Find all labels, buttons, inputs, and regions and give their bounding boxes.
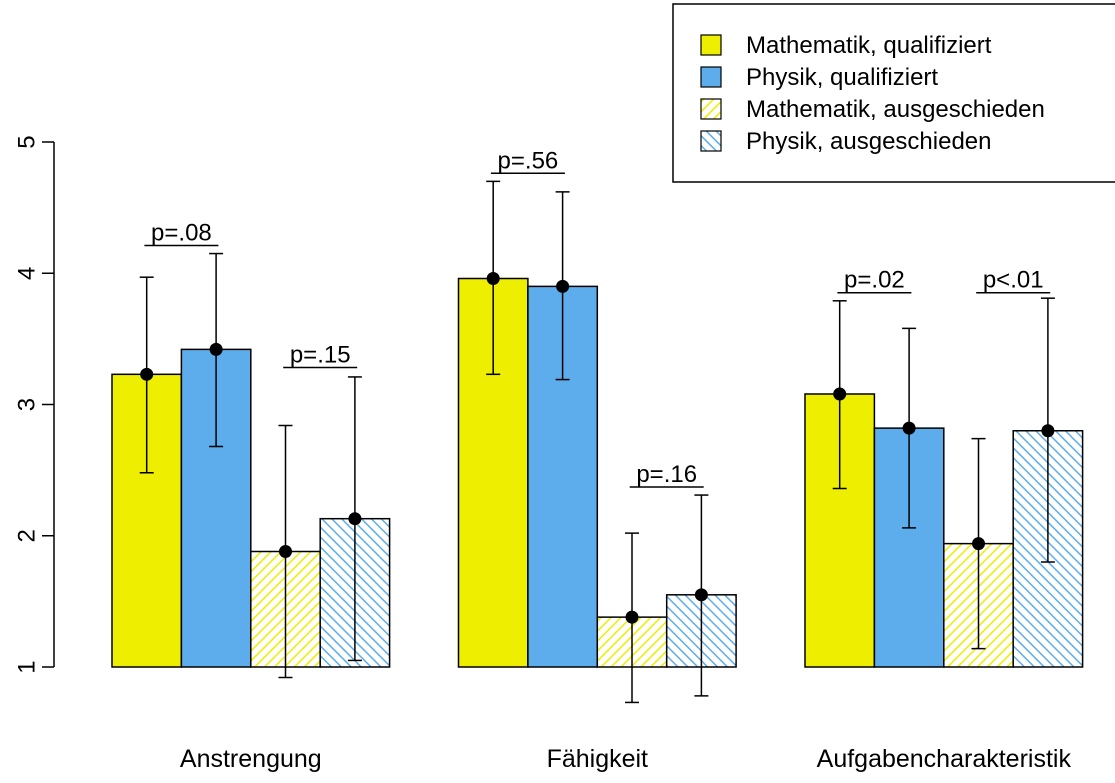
y-tick-label: 5: [13, 135, 40, 148]
p-value-annotation: p=.08: [151, 219, 212, 246]
mean-point: [833, 387, 847, 401]
y-tick-label: 3: [13, 398, 40, 411]
legend-swatch: [700, 66, 722, 88]
legend-swatch: [700, 130, 722, 152]
x-category-label: Anstrengung: [180, 745, 322, 773]
mean-point: [972, 537, 985, 551]
y-tick-label: 1: [13, 660, 40, 673]
mean-point: [279, 545, 292, 558]
mean-point: [1041, 424, 1055, 438]
p-value-annotation: p<.01: [983, 267, 1044, 294]
p-value-annotation: p=.02: [844, 267, 905, 294]
y-tick-label: 2: [13, 529, 40, 542]
mean-point: [140, 367, 154, 381]
mean-point: [625, 610, 639, 624]
p-value-annotation: p=.56: [498, 147, 559, 174]
mean-point: [694, 588, 708, 602]
x-category-label: Aufgabencharakteristik: [817, 745, 1072, 773]
mean-point: [486, 272, 500, 285]
mean-point: [902, 421, 916, 435]
legend-label: Mathematik, ausgeschieden: [746, 96, 1045, 123]
legend-label: Physik, ausgeschieden: [746, 128, 991, 155]
legend-label: Physik, qualifiziert: [746, 64, 938, 91]
x-category-label: Fähigkeit: [547, 745, 648, 773]
legend-label: Mathematik, qualifiziert: [746, 32, 992, 59]
legend-swatch: [700, 98, 722, 120]
mean-point: [209, 342, 223, 356]
legend-box: [672, 3, 1115, 183]
mean-point: [556, 279, 570, 293]
legend-swatch: [700, 34, 722, 56]
p-value-annotation: p=.15: [290, 342, 351, 369]
y-tick-label: 4: [13, 267, 40, 280]
p-value-annotation: p=.16: [636, 461, 697, 488]
mean-point: [348, 512, 362, 526]
